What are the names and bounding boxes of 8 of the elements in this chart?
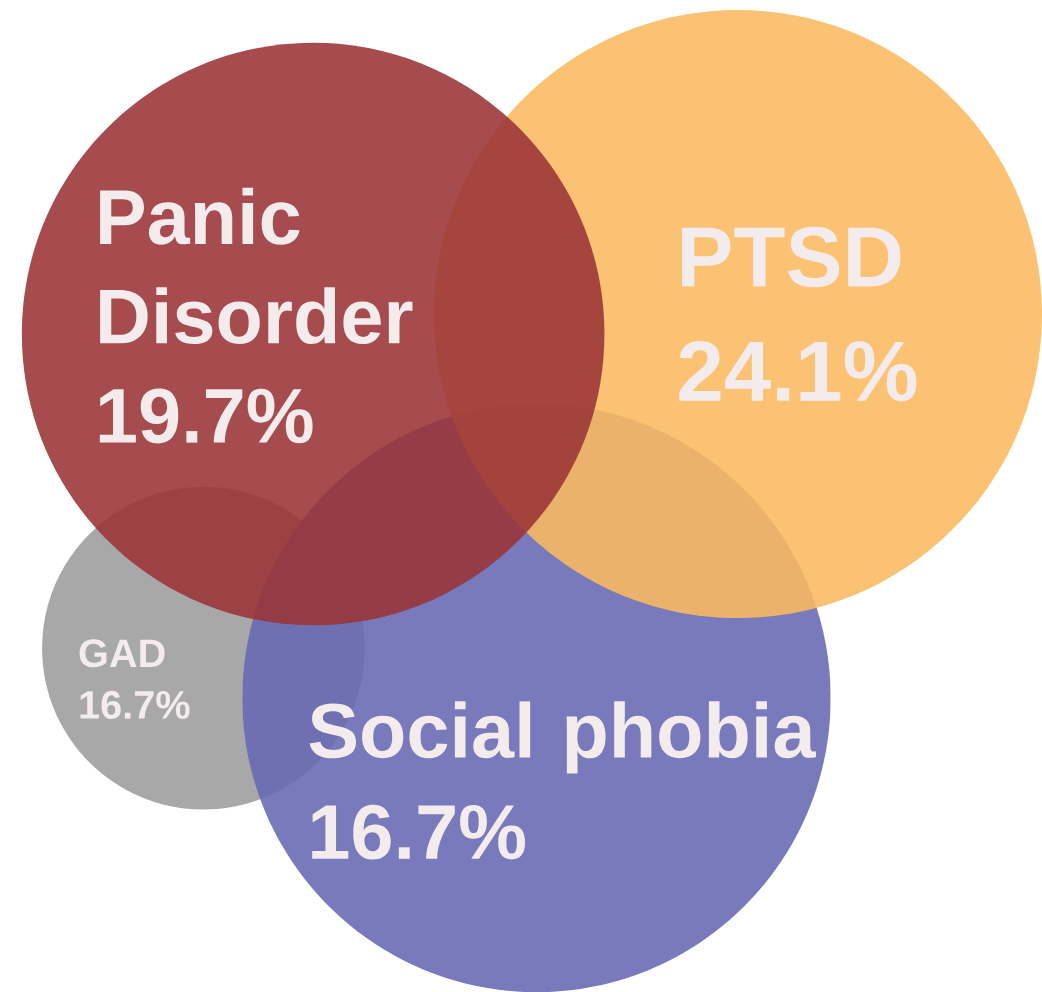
category-label: GAD [79, 639, 165, 668]
data-label: 16.7% [312, 804, 526, 860]
data-label: 24.1% [679, 340, 917, 402]
data-label: 16.7% [80, 690, 190, 719]
category-label: PTSD [682, 226, 901, 288]
category-label: Social phobia [309, 701, 816, 774]
data-label: 19.7% [99, 388, 313, 444]
category-label: Panic Disorder [100, 187, 413, 344]
